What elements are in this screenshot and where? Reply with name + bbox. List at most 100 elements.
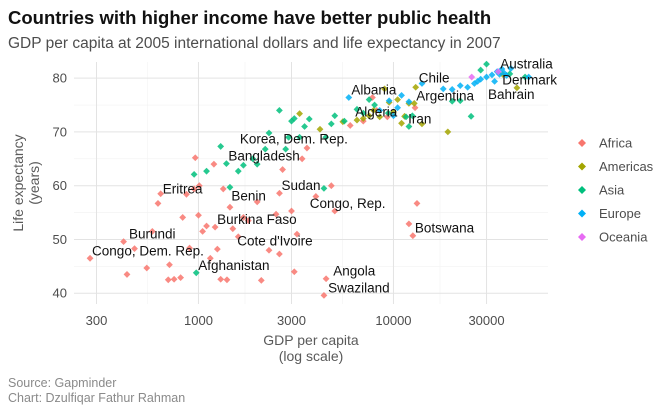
data-point-americas [296, 110, 303, 118]
country-label: Botswana [415, 221, 475, 236]
country-label: Congo, Dem. Rep. [92, 243, 204, 258]
country-label: Congo, Rep. [310, 196, 386, 211]
data-point-europe [385, 97, 393, 105]
country-label: Denmark [502, 72, 557, 87]
country-label: Swaziland [328, 280, 390, 295]
data-point-europe [448, 86, 456, 93]
data-point-africa [346, 122, 354, 129]
data-point-oceania [494, 68, 502, 76]
x-axis-title: GDP per capita [263, 332, 359, 348]
data-point-asia [253, 160, 261, 168]
data-point-africa [86, 254, 94, 262]
data-point-americas [410, 100, 418, 107]
data-point-africa [123, 271, 131, 278]
data-point-americas [390, 108, 397, 116]
data-point-africa [199, 228, 207, 235]
legend-key-oceania [578, 233, 586, 241]
data-point-americas [418, 120, 426, 128]
data-point-asia [405, 123, 413, 130]
axis-titles: GDP per capita(log scale) Life expectancy… [10, 134, 359, 364]
data-point-asia [483, 60, 490, 68]
x-tick-label: 1000 [184, 313, 213, 328]
data-point-asia [285, 133, 293, 141]
grid-lines [74, 62, 548, 304]
data-point-asia [275, 107, 283, 114]
author-caption: Chart: Dzulfiqar Fathur Rahman [8, 391, 186, 405]
data-point-africa [369, 94, 376, 101]
data-point-asia [290, 115, 298, 122]
data-point-africa [276, 189, 283, 197]
data-point-europe [477, 75, 485, 83]
data-point-europe [394, 104, 402, 112]
data-point-africa [279, 166, 286, 173]
data-point-asia [203, 167, 210, 175]
data-point-africa [148, 228, 156, 235]
data-point-europe [464, 83, 472, 91]
legend-label-oceania: Oceania [599, 230, 648, 245]
data-point-americas [513, 84, 521, 92]
data-point-asia [192, 269, 200, 277]
data-point-europe [405, 98, 413, 106]
data-point-africa [120, 238, 127, 246]
x-axis-title: (log scale) [279, 348, 344, 364]
data-point-africa [157, 190, 165, 198]
data-point-africa [195, 182, 203, 190]
country-label: Bangladesh [228, 149, 299, 164]
data-point-asia [301, 123, 308, 130]
data-point-africa [413, 200, 421, 207]
data-point-africa [179, 214, 187, 221]
country-label: Iran [408, 112, 431, 127]
data-point-asia [282, 145, 290, 153]
data-point-africa [240, 214, 247, 221]
legend-label-asia: Asia [599, 183, 625, 198]
country-label: Bahrain [488, 87, 535, 102]
country-label: Cote d'Ivoire [237, 234, 312, 249]
data-point-asia [365, 96, 373, 104]
data-point-africa [320, 291, 328, 299]
country-label: Afghanistan [198, 258, 269, 273]
country-label: Australia [500, 57, 553, 72]
data-point-africa [164, 276, 172, 284]
data-point-africa [288, 207, 295, 215]
data-point-asia [477, 66, 485, 74]
data-point-africa [183, 190, 190, 198]
data-point-americas [376, 113, 384, 121]
legend-key-asia [578, 186, 586, 194]
data-point-africa [411, 104, 419, 112]
legend-key-europe [578, 209, 586, 218]
source-caption: Source: Gapminder [8, 376, 117, 390]
legend-label-americas: Americas [599, 159, 654, 174]
data-point-africa [257, 276, 265, 284]
data-point-africa [312, 193, 320, 200]
data-point-asia [384, 109, 392, 117]
country-label: Albania [351, 82, 397, 97]
legend: Africa Americas Asia Europe Oceania [578, 136, 654, 245]
data-point-africa [210, 160, 218, 168]
country-label: Chile [419, 71, 450, 86]
country-label: Algeria [355, 105, 398, 120]
data-point-africa [213, 245, 221, 253]
country-label: Eritrea [163, 181, 203, 196]
data-point-europe [345, 94, 353, 101]
country-label: Argentina [416, 88, 474, 103]
data-point-africa [211, 223, 219, 231]
data-point-europe [503, 72, 510, 79]
country-label: Korea, Dem. Rep. [240, 131, 348, 146]
data-point-africa [190, 185, 198, 193]
data-point-africa [265, 246, 273, 254]
data-point-europe [456, 82, 464, 90]
data-point-africa [177, 274, 185, 282]
country-label: Angola [333, 264, 376, 279]
data-point-asia [371, 101, 378, 109]
data-point-americas [381, 85, 388, 93]
data-point-africa [229, 225, 237, 233]
data-point-africa [272, 210, 280, 218]
data-point-africa [327, 182, 335, 190]
data-point-asia [340, 117, 348, 125]
data-point-americas [359, 115, 367, 122]
data-point-europe [500, 69, 508, 77]
data-point-europe [390, 112, 397, 120]
x-tick-label: 300 [86, 313, 108, 328]
